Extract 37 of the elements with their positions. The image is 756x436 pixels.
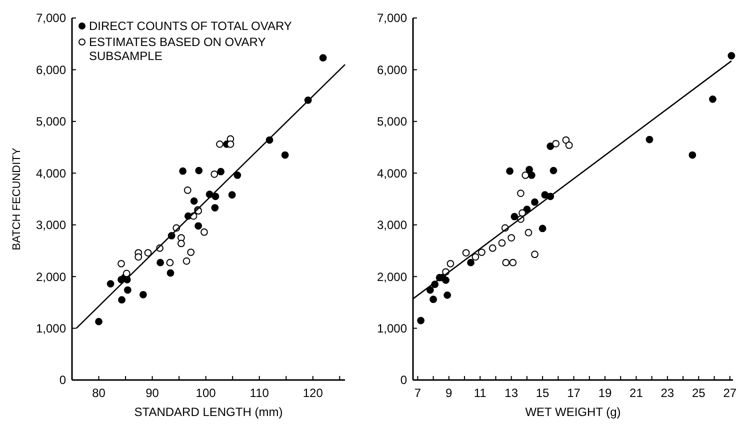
y-tick-label: 5,000 bbox=[36, 114, 66, 129]
x-axis-title: WET WEIGHT (g) bbox=[525, 405, 621, 419]
x-tick-label: 110 bbox=[250, 386, 270, 400]
y-tick-label: 2,000 bbox=[376, 270, 408, 284]
legend-label: DIRECT COUNTS OF TOTAL OVARY bbox=[89, 19, 292, 34]
y-tick-label: 4,000 bbox=[376, 166, 408, 180]
x-tick-label: 23 bbox=[660, 386, 674, 400]
x-tick-label: 21 bbox=[630, 386, 644, 400]
y-tick-label: 3,000 bbox=[36, 218, 66, 232]
x-tick-label: 9 bbox=[446, 386, 453, 400]
x-tick-label: 19 bbox=[598, 386, 612, 400]
y-axis-title: BATCH FECUNDITY bbox=[11, 147, 23, 250]
y-tick-label: 7,000 bbox=[36, 11, 66, 26]
x-tick-label: 120 bbox=[302, 386, 324, 400]
x-tick-label: 17 bbox=[567, 386, 581, 400]
x-tick-label: 7 bbox=[414, 386, 422, 400]
y-tick-label: 1,000 bbox=[36, 321, 66, 336]
y-tick-label: 1,000 bbox=[376, 321, 408, 336]
x-tick-label: 11 bbox=[474, 386, 487, 400]
y-tick-label: 5,000 bbox=[376, 114, 408, 129]
y-tick-label: 0 bbox=[400, 373, 408, 388]
y-tick-label: 7,000 bbox=[376, 11, 408, 26]
y-tick-label: 2,000 bbox=[36, 270, 66, 284]
y-tick-label: 0 bbox=[59, 373, 66, 388]
x-tick-label: 15 bbox=[536, 386, 550, 400]
y-tick-label: 6,000 bbox=[376, 62, 408, 77]
x-tick-label: 90 bbox=[146, 386, 160, 400]
x-axis-title: STANDARD LENGTH (mm) bbox=[134, 405, 283, 419]
x-tick-label: 100 bbox=[196, 386, 216, 400]
x-tick-label: 25 bbox=[692, 386, 706, 400]
y-tick-label: 3,000 bbox=[376, 218, 408, 232]
x-tick-label: 80 bbox=[92, 386, 106, 400]
y-tick-label: 4,000 bbox=[36, 166, 66, 180]
x-tick-label: 27 bbox=[723, 386, 737, 400]
x-tick-label: 13 bbox=[504, 386, 518, 400]
y-tick-label: 6,000 bbox=[36, 62, 66, 77]
legend-label: ESTIMATES BASED ON OVARY SUBSAMPLE bbox=[89, 35, 266, 64]
